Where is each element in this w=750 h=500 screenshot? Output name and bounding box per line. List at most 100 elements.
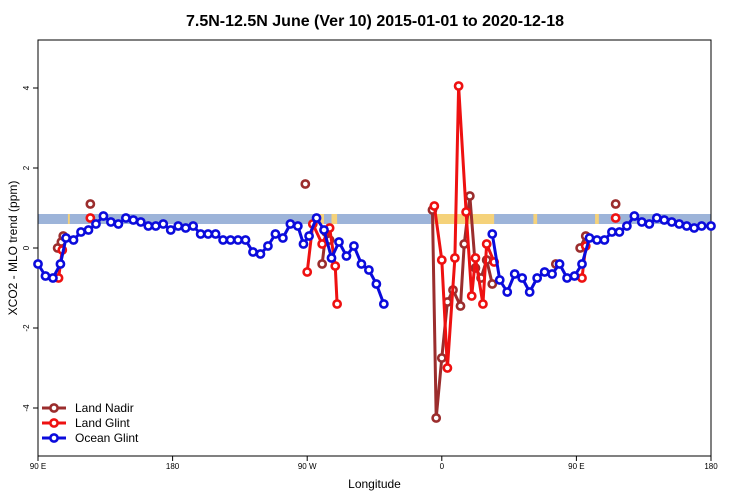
y-tick-label: 4 — [22, 85, 31, 90]
data-point — [466, 291, 477, 301]
data-point — [569, 271, 580, 281]
data-point — [681, 221, 692, 231]
legend-label: Land Nadir — [75, 401, 134, 415]
data-point — [453, 81, 464, 91]
chart-title: 7.5N-12.5N June (Ver 10) 2015-01-01 to 2… — [186, 13, 564, 30]
series-layer — [33, 81, 716, 423]
data-point — [666, 217, 677, 227]
data-point — [363, 265, 374, 275]
data-point — [33, 259, 43, 269]
data-point — [706, 221, 716, 231]
data-point — [621, 221, 632, 231]
legend-marker — [49, 403, 59, 413]
data-point — [636, 217, 647, 227]
x-tick-label: 0 — [440, 462, 445, 471]
axes: 90 E 180 90 W 0 90 E 180 -4 -2 0 2 4 — [22, 85, 718, 471]
reference-band-highlight — [67, 214, 70, 224]
data-point — [455, 301, 466, 311]
legend-item: Ocean Glint — [42, 431, 139, 445]
data-point — [48, 273, 58, 283]
data-point — [554, 259, 565, 269]
data-point — [135, 217, 146, 227]
data-point — [584, 233, 595, 243]
data-point — [332, 299, 343, 309]
reference-band — [38, 214, 711, 224]
data-point — [218, 235, 228, 245]
data-point — [481, 239, 492, 249]
data-point — [429, 201, 440, 211]
data-point — [349, 241, 359, 251]
data-point — [285, 219, 296, 229]
data-point — [494, 275, 505, 285]
data-point — [188, 221, 199, 231]
data-point — [298, 239, 309, 249]
data-point — [651, 213, 662, 223]
plot-frame — [37, 39, 712, 457]
data-point — [304, 231, 314, 241]
data-point — [173, 221, 184, 231]
data-point — [449, 253, 460, 263]
data-point — [607, 227, 617, 237]
data-point — [203, 229, 214, 239]
data-point — [225, 235, 236, 245]
data-point — [689, 223, 700, 233]
data-point — [263, 241, 273, 251]
data-point — [120, 213, 131, 223]
data-point — [659, 215, 670, 225]
series-ocean-glint — [33, 211, 716, 309]
data-point — [592, 235, 602, 245]
data-point — [378, 299, 389, 309]
series-land-glint — [53, 81, 621, 373]
data-point — [614, 227, 625, 237]
x-tick-label: 180 — [166, 462, 180, 471]
legend-item: Land Nadir — [42, 401, 134, 415]
x-tick-label: 180 — [704, 462, 718, 471]
reference-band-highlight — [595, 214, 599, 224]
data-point — [436, 255, 447, 265]
legend-marker — [49, 433, 59, 443]
x-tick-label: 90 W — [298, 462, 317, 471]
legend-label: Land Glint — [75, 416, 130, 430]
data-point — [255, 249, 266, 259]
x-tick-label: 90 E — [30, 462, 46, 471]
data-point — [317, 239, 328, 249]
data-point — [502, 287, 513, 297]
data-point — [330, 261, 341, 271]
series-land-nadir — [52, 179, 621, 423]
data-point — [599, 235, 610, 245]
data-point — [356, 259, 367, 269]
data-point — [55, 259, 66, 269]
data-point — [292, 221, 303, 231]
data-point — [436, 353, 447, 363]
data-point — [517, 273, 528, 283]
data-point — [277, 233, 288, 243]
data-point — [76, 227, 86, 237]
data-point — [180, 223, 191, 233]
y-tick-label: -2 — [22, 324, 31, 332]
data-point — [165, 225, 176, 235]
data-point — [674, 219, 685, 229]
data-point — [539, 267, 550, 277]
data-point — [311, 213, 322, 223]
data-point — [478, 299, 488, 309]
data-point — [610, 213, 621, 223]
data-point — [150, 221, 161, 231]
data-point — [195, 229, 206, 239]
legend-label: Ocean Glint — [75, 431, 139, 445]
data-point — [371, 279, 382, 289]
data-point — [644, 219, 655, 229]
y-tick-label: 2 — [22, 165, 31, 170]
data-point — [326, 253, 337, 263]
data-point — [532, 273, 543, 283]
data-point — [210, 229, 221, 239]
data-point — [577, 273, 587, 283]
data-point — [509, 269, 520, 279]
data-point — [248, 247, 258, 257]
data-point — [106, 217, 116, 227]
data-point — [85, 199, 96, 209]
data-point — [300, 179, 311, 189]
data-point — [464, 191, 475, 201]
data-point — [577, 259, 587, 269]
data-point — [470, 253, 481, 263]
